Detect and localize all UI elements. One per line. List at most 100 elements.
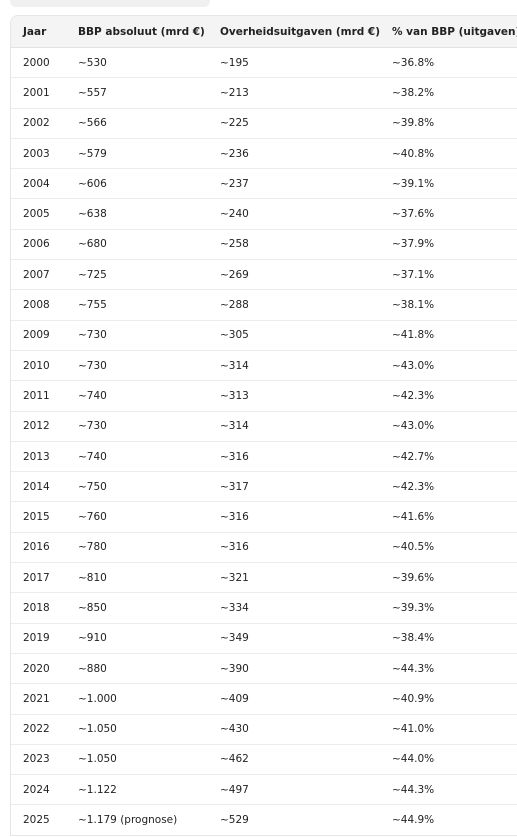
table-cell: ~780	[78, 532, 220, 564]
table-row: 2017 ~810 ~321 ~39.6%	[11, 562, 517, 594]
table-cell: ~316	[220, 441, 392, 473]
header-cell: % van BBP (uitgaven)	[392, 16, 517, 48]
table-cell: ~288	[220, 289, 392, 321]
table-cell: ~240	[220, 198, 392, 230]
table-cell: ~39.1%	[392, 168, 517, 200]
table-cell: ~40.8%	[392, 138, 517, 170]
table-cell: ~37.1%	[392, 259, 517, 291]
table-cell: ~680	[78, 229, 220, 261]
table-cell: ~316	[220, 532, 392, 564]
table-row: 2011 ~740 ~313 ~42.3%	[11, 380, 517, 412]
table-cell: ~730	[78, 350, 220, 382]
table-cell: ~38.2%	[392, 77, 517, 109]
table-cell: ~41.6%	[392, 501, 517, 533]
table-cell: ~44.9%	[392, 814, 435, 827]
table-cell: 2021	[11, 683, 78, 715]
table-cell: ~316	[220, 501, 392, 533]
table-cell: ~430	[220, 714, 392, 745]
table-cell: 2009	[11, 320, 78, 351]
table-cell: 2018	[11, 592, 78, 624]
table-cell: 2020	[11, 653, 78, 685]
table-row: 2018 ~850 ~334 ~39.3%	[11, 592, 517, 624]
table-cell: ~236	[220, 138, 392, 170]
table-cell: ~334	[220, 592, 392, 624]
table-row: 2001 ~557 ~213 ~38.2%	[11, 77, 517, 109]
table-cell: 2010	[11, 350, 78, 382]
table-row: 2008 ~755 ~288 ~38.1%	[11, 289, 517, 321]
table-cell: 2003	[11, 138, 78, 170]
table-cell: 2015	[11, 501, 78, 533]
table-cell: 2004	[11, 168, 78, 200]
table-row: 2014 ~750 ~317 ~42.3%	[11, 471, 517, 503]
table-cell: ~557	[78, 77, 220, 109]
table-cell: ~317	[220, 471, 392, 503]
table-row: 2012 ~730 ~314 ~43.0%	[11, 411, 517, 442]
table-cell: 2007	[11, 259, 78, 291]
table-row: 2015 ~760 ~316 ~41.6%	[11, 501, 517, 533]
table-row: 2023 ~1.050 ~462 ~44.0%	[11, 744, 517, 776]
table-cell: 2017	[11, 562, 78, 594]
table-cell: ~38.4%	[392, 623, 517, 654]
table-cell: 2000	[11, 47, 78, 79]
table-cell: ~44.3%	[392, 653, 517, 685]
table-cell: 2023	[11, 744, 78, 776]
table-cell: 2008	[11, 289, 78, 321]
table-cell: ~529	[220, 814, 249, 827]
table-cell: ~39.8%	[392, 108, 517, 139]
table-cell: ~349	[220, 623, 392, 654]
table-cell: 2013	[11, 441, 78, 473]
table-cell: ~566	[78, 108, 220, 139]
table-cell: ~1.000	[78, 683, 220, 715]
table-cell: ~42.3%	[392, 471, 517, 503]
table-cell: ~43.0%	[392, 411, 517, 442]
table-cell: ~37.6%	[392, 198, 517, 230]
table-cell: 2002	[11, 108, 78, 139]
table-cell: ~1.050	[78, 744, 220, 776]
scroll-hint	[10, 0, 210, 7]
table-row: 2005 ~638 ~240 ~37.6%	[11, 198, 517, 230]
table-cell: 2005	[11, 198, 78, 230]
table-cell: ~910	[78, 623, 220, 654]
table-cell: ~36.8%	[392, 47, 517, 79]
table-row: 2010 ~730 ~314 ~43.0%	[11, 350, 517, 382]
table-cell: 2016	[11, 532, 78, 564]
table-cell: ~462	[220, 744, 392, 776]
table-row: 2003 ~579 ~236 ~40.8%	[11, 138, 517, 170]
table-cell: ~314	[220, 411, 392, 442]
table-cell: ~409	[220, 683, 392, 715]
table-body: 2000 ~530 ~195 ~36.8% 2001 ~557 ~213 ~38.2% 2002…	[11, 47, 517, 835]
table-cell: ~321	[220, 562, 392, 594]
table-cell: ~880	[78, 653, 220, 685]
data-table: Jaar BBP absoluut (mrd €) Overheidsuitgave…	[11, 16, 517, 835]
table-row: 2009 ~730 ~305 ~41.8%	[11, 320, 517, 351]
table-cell: ~638	[78, 198, 220, 230]
table-cell: ~740	[78, 380, 220, 412]
table-cell: ~43.0%	[392, 350, 517, 382]
table-cell: ~305	[220, 320, 392, 351]
table-row: 2006 ~680 ~258 ~37.9%	[11, 229, 517, 261]
table-cell: 2011	[11, 380, 78, 412]
table-cell: ~213	[220, 77, 392, 109]
table-cell: ~579	[78, 138, 220, 170]
table-cell: 2001	[11, 77, 78, 109]
table-cell: ~730	[78, 411, 220, 442]
table-cell: ~1.122	[78, 774, 220, 806]
table-cell: ~606	[78, 168, 220, 200]
table-row: 2022 ~1.050 ~430 ~41.0%	[11, 714, 517, 745]
table-cell: ~740	[78, 441, 220, 473]
table-cell: ~725	[78, 259, 220, 291]
table-cell: ~750	[78, 471, 220, 503]
table-cell: ~1.179 (prognose)	[78, 814, 178, 827]
header-cell: BBP absoluut (mrd €)	[78, 16, 220, 48]
table-cell: ~41.8%	[392, 320, 517, 351]
table-row: 2000 ~530 ~195 ~36.8%	[11, 47, 517, 79]
table-cell: ~497	[220, 774, 392, 806]
table-cell: ~258	[220, 229, 392, 261]
table-row: 2025 ~1.179 (prognose) ~529 ~44.9%	[11, 805, 517, 835]
table-cell: ~42.3%	[392, 380, 517, 412]
table-cell: 2006	[11, 229, 78, 261]
header-cell: Overheidsuitgaven (mrd €)	[220, 16, 392, 48]
table-row: 2004 ~606 ~237 ~39.1%	[11, 168, 517, 200]
table-row: 2021 ~1.000 ~409 ~40.9%	[11, 683, 517, 715]
table-cell: ~313	[220, 380, 392, 412]
